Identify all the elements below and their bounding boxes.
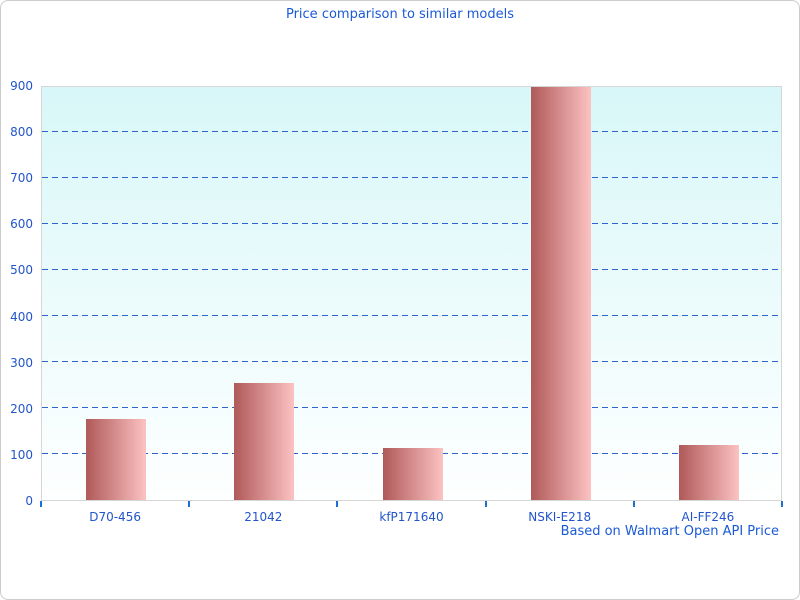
y-tick-label-500: 500 bbox=[10, 263, 33, 278]
x-category-label-AI-FF246: AI-FF246 bbox=[681, 510, 735, 524]
y-tick-label-400: 400 bbox=[10, 309, 33, 324]
bar-NSKI-E218 bbox=[530, 86, 591, 500]
y-tick-label-900: 900 bbox=[10, 79, 33, 93]
gridline-200 bbox=[42, 407, 781, 409]
gridline-400 bbox=[42, 315, 781, 317]
x-axis-tick bbox=[781, 501, 783, 507]
y-tick-label-700: 700 bbox=[10, 171, 33, 186]
gridline-600 bbox=[42, 222, 781, 224]
chart-title: Price comparison to similar models bbox=[285, 7, 515, 22]
x-axis-tick bbox=[40, 501, 42, 507]
bar-AI-FF246 bbox=[678, 445, 739, 500]
x-category-label-21042: 21042 bbox=[244, 510, 283, 524]
x-category-label-NSKI-E218: NSKI-E218 bbox=[528, 510, 592, 524]
plot-area bbox=[41, 86, 782, 501]
gridline-800 bbox=[42, 130, 781, 132]
x-axis-tick bbox=[632, 501, 635, 507]
y-tick-label-0: 0 bbox=[25, 494, 33, 508]
x-category-label-D70-456: D70-456 bbox=[89, 510, 141, 524]
gridline-500 bbox=[42, 268, 781, 270]
y-tick-label-800: 800 bbox=[10, 125, 33, 140]
gridline-700 bbox=[42, 176, 781, 178]
bar-D70-456 bbox=[86, 418, 147, 500]
x-category-label-kfP171640: kfP171640 bbox=[379, 510, 444, 524]
footer-note: Based on Walmart Open API Price bbox=[560, 524, 779, 539]
x-axis-tick bbox=[484, 501, 487, 507]
y-tick-label-600: 600 bbox=[10, 217, 33, 232]
y-tick-label-100: 100 bbox=[10, 447, 33, 462]
y-tick-label-200: 200 bbox=[10, 401, 33, 416]
y-tick-label-300: 300 bbox=[10, 355, 33, 370]
gridline-300 bbox=[42, 361, 781, 363]
bar-21042 bbox=[234, 382, 295, 500]
bar-kfP171640 bbox=[382, 448, 443, 500]
x-axis-tick bbox=[188, 501, 191, 507]
x-axis-tick bbox=[336, 501, 339, 507]
